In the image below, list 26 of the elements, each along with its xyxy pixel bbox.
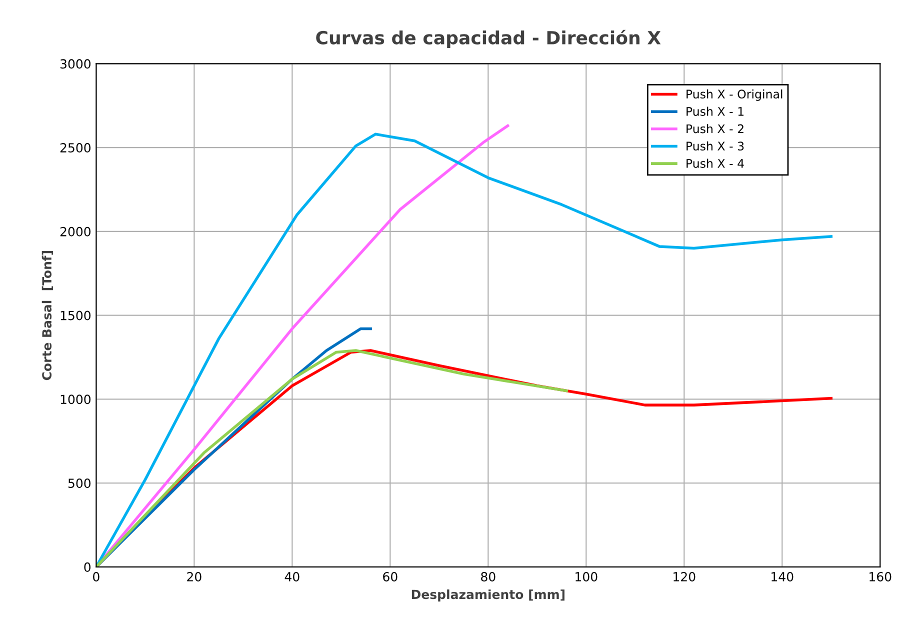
legend-label: Push X - 4: [686, 158, 744, 168]
legend-label: Push X - 3: [686, 141, 744, 151]
y-tick-label: 500: [68, 478, 90, 488]
y-tick-label: 1500: [60, 310, 90, 320]
x-tick-label: 100: [576, 572, 598, 582]
x-axis-title: Desplazamiento [mm]: [412, 589, 564, 602]
x-tick-label: 120: [674, 572, 696, 582]
y-axis-title: Corte Basal [Tonf]: [42, 251, 54, 380]
line-series: [96, 349, 568, 567]
y-tick-label: 1000: [60, 394, 90, 404]
legend-label: Push X - 2: [686, 124, 744, 134]
x-tick-label: 140: [772, 572, 794, 582]
legend-label: Push X - 1: [686, 106, 744, 116]
line-series: [96, 132, 833, 567]
x-tick-label: 80: [481, 572, 496, 582]
y-tick-label: 2000: [60, 226, 90, 236]
y-tick-label: 2500: [60, 143, 90, 152]
y-tick-label: 0: [84, 562, 90, 572]
x-tick-label: 20: [187, 572, 202, 582]
x-tick-label: 60: [383, 572, 398, 582]
legend-label: Push X - Original: [686, 89, 782, 101]
x-tick-label: 40: [284, 572, 300, 582]
y-tick-label: 3000: [60, 59, 90, 69]
x-tick-label: 0: [93, 572, 100, 582]
x-tick-label: 160: [870, 572, 892, 582]
chart-title: Curvas de capacidad - Dirección X: [316, 30, 661, 48]
